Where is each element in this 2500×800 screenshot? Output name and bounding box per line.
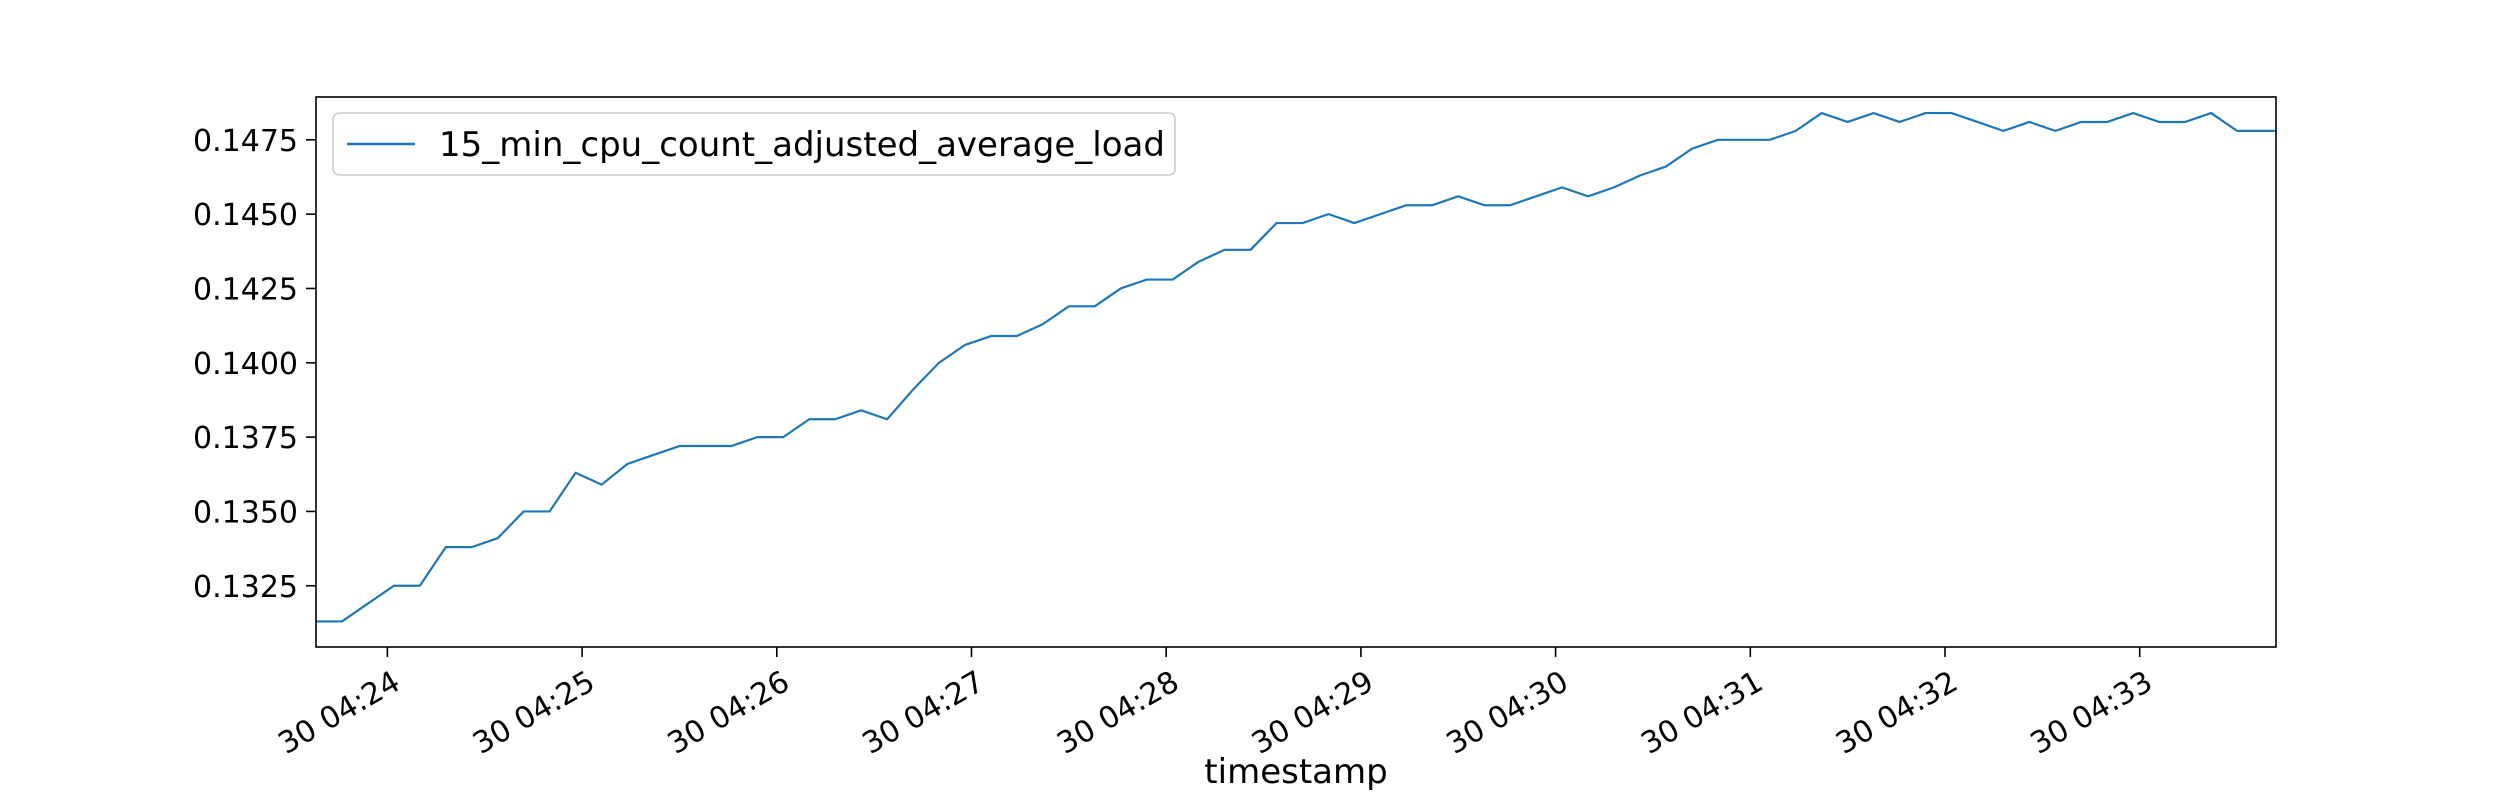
plot-frame — [315, 96, 2277, 648]
series-layer — [314, 111, 2278, 623]
y-tick-label: 0.1450 — [193, 198, 298, 233]
x-tick-label: 30 04:31 — [1635, 664, 1769, 761]
legend: 15_min_cpu_count_adjusted_average_load — [332, 112, 1176, 176]
x-axis-label: timestamp — [1204, 752, 1387, 792]
x-tick-label: 30 04:24 — [272, 664, 406, 761]
y-tick-label: 0.1475 — [193, 124, 298, 159]
y-tick-label: 0.1350 — [193, 495, 298, 530]
x-tick-label: 30 04:32 — [1830, 664, 1964, 761]
x-axis: 30 04:24 30 04:25 30 04:26 30 04:27 30 04:28… — [272, 647, 2159, 762]
x-tick-label: 30 04:25 — [467, 664, 601, 761]
y-axis: 0.1325 0.1350 0.1375 0.1400 0.1425 0.1450 0.14… — [193, 124, 316, 605]
y-tick-label: 0.1425 — [193, 272, 298, 307]
x-tick-label: 30 04:33 — [2025, 664, 2159, 761]
x-tick-label: 30 04:26 — [662, 664, 796, 761]
plot-border — [315, 96, 2277, 648]
y-tick-label: 0.1375 — [193, 421, 298, 456]
x-tick-label: 30 04:29 — [1246, 664, 1380, 761]
plot-area — [316, 97, 2276, 647]
y-tick-label: 0.1325 — [193, 570, 298, 605]
legend-box — [332, 112, 1176, 176]
x-tick-label: 30 04:27 — [857, 664, 991, 761]
plot-background — [316, 97, 2276, 647]
y-tick-label: 0.1400 — [193, 347, 298, 382]
x-tick-label: 30 04:28 — [1051, 664, 1185, 761]
x-tick-label: 30 04:30 — [1441, 664, 1575, 761]
series-line — [314, 111, 2278, 623]
legend-label: 15_min_cpu_count_adjusted_average_load — [439, 125, 1165, 165]
